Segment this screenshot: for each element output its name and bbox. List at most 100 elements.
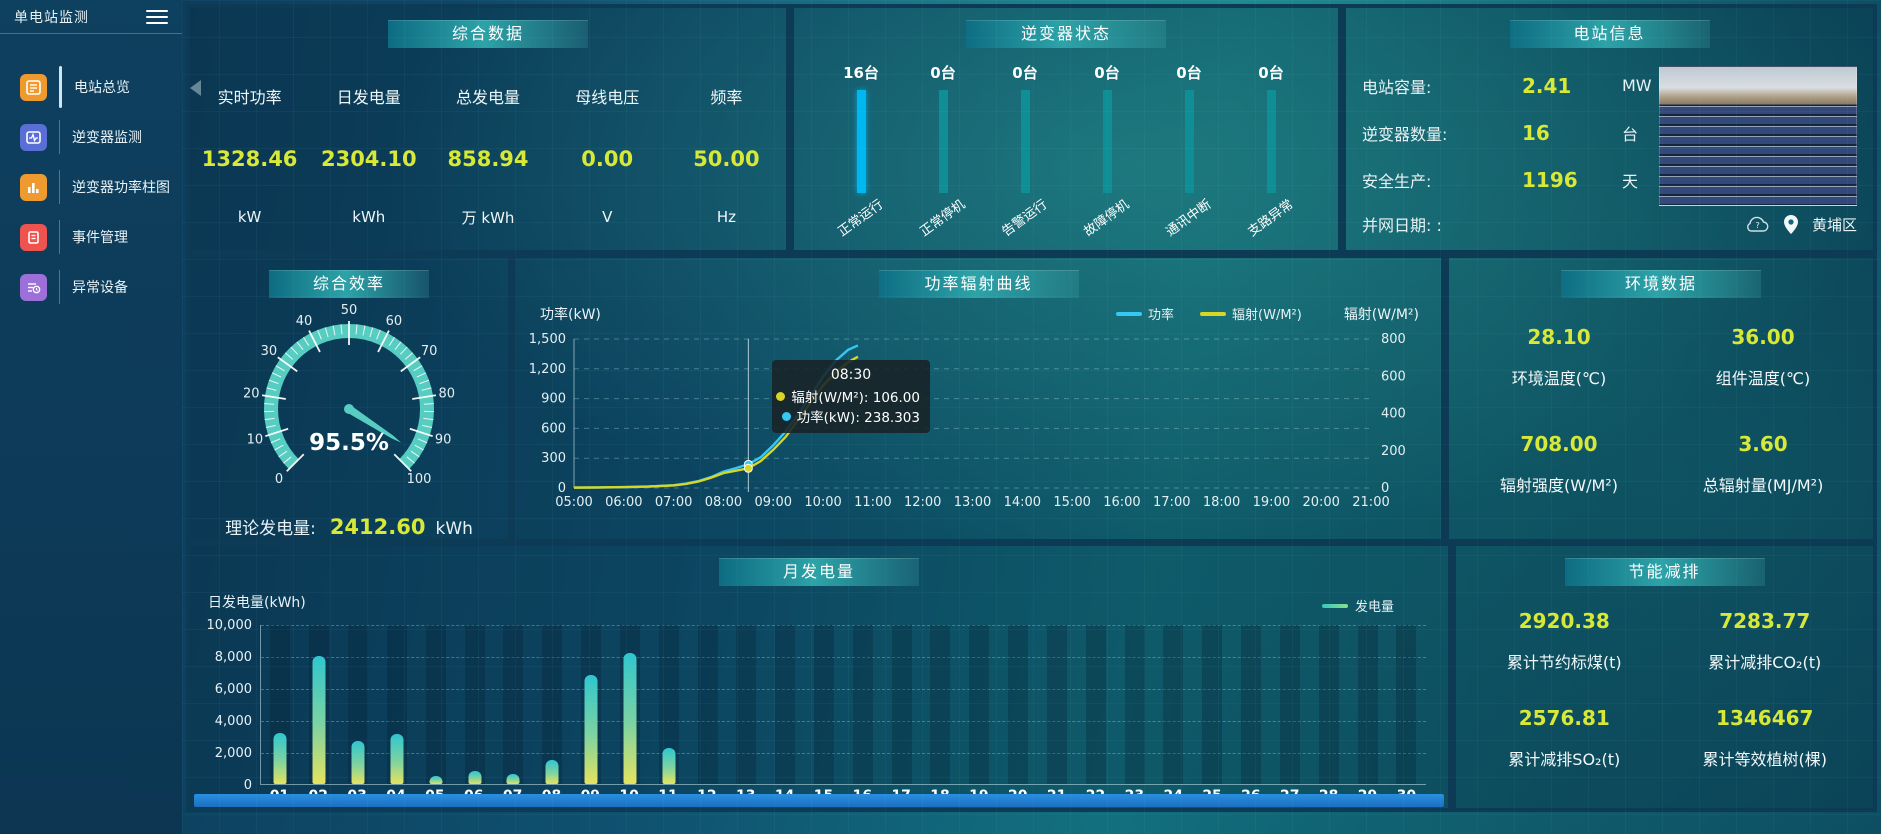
dashboard-main: 综合数据 实时功率 1328.46 kW 日发电量 2304.10 kWh 总发… <box>182 0 1881 834</box>
bar-slot[interactable] <box>533 625 572 784</box>
svg-text:40: 40 <box>296 314 313 329</box>
sidebar-item-abnormal-devices[interactable]: 异常设备 <box>0 262 182 312</box>
bar-slot[interactable] <box>999 625 1038 784</box>
status-bar <box>1266 90 1276 193</box>
bar-slot[interactable] <box>416 625 455 784</box>
notebook-icon <box>20 223 47 251</box>
panel-title: 综合数据 <box>388 20 588 48</box>
status-bar <box>856 90 866 193</box>
bar-slot[interactable] <box>1232 625 1271 784</box>
svg-text:900: 900 <box>541 392 566 407</box>
bar-slot[interactable] <box>572 625 611 784</box>
svg-text:20:00: 20:00 <box>1302 495 1339 510</box>
status-bar <box>1020 90 1030 193</box>
svg-text:300: 300 <box>541 451 566 466</box>
svg-text:12:00: 12:00 <box>904 495 941 510</box>
sidebar-item-station-overview[interactable]: 电站总览 <box>0 62 182 112</box>
panel-title: 逆变器状态 <box>966 20 1166 48</box>
bar-slot[interactable] <box>1309 625 1348 784</box>
left-axis-label: 功率(kW) <box>540 307 601 323</box>
status-bar <box>1184 90 1194 193</box>
bar-slot[interactable] <box>494 625 533 784</box>
svg-text:10: 10 <box>247 433 264 448</box>
trees-equivalent: 1346467 累计等效植树(棵) <box>1702 705 1828 769</box>
sidebar-item-label: 事件管理 <box>72 230 128 246</box>
location-pin-icon[interactable] <box>1783 214 1798 234</box>
bar-slot[interactable] <box>261 625 300 784</box>
hamburger-menu-icon[interactable] <box>146 6 168 28</box>
legend-power[interactable]: 功率 <box>1116 304 1174 323</box>
right-axis-label: 辐射(W/M²) <box>1343 307 1419 323</box>
bar-slot[interactable] <box>455 625 494 784</box>
bar-slot[interactable] <box>727 625 766 784</box>
svg-text:18:00: 18:00 <box>1203 495 1240 510</box>
daily-generation-chart[interactable] <box>260 625 1426 785</box>
svg-text:70: 70 <box>421 344 438 359</box>
weather-cloud-icon[interactable]: ? <box>1744 215 1770 233</box>
svg-text:20: 20 <box>243 387 260 402</box>
bar-slot[interactable] <box>688 625 727 784</box>
datazoom-slider[interactable] <box>194 794 1444 807</box>
svg-text:05:00: 05:00 <box>555 495 592 510</box>
bar-slot[interactable] <box>1076 625 1115 784</box>
bar-slot[interactable] <box>377 625 416 784</box>
chart-tooltip: 08:30 辐射(W/M²): 106.00 功率(kW): 238.303 <box>772 360 930 433</box>
bar-slot[interactable] <box>960 625 999 784</box>
sidebar-item-label: 逆变器功率柱图 <box>72 180 170 196</box>
bar-slot[interactable] <box>843 625 882 784</box>
svg-text:200: 200 <box>1381 444 1406 459</box>
bar-slot[interactable] <box>766 625 805 784</box>
coal-saved: 2920.38 累计节约标煤(t) <box>1506 608 1622 672</box>
sidebar-item-event-management[interactable]: 事件管理 <box>0 212 182 262</box>
bar-slot[interactable] <box>339 625 378 784</box>
bar-slot[interactable] <box>921 625 960 784</box>
legend-generation[interactable]: 发电量 <box>1321 596 1394 615</box>
bar-slot[interactable] <box>1348 625 1387 784</box>
svg-text:0: 0 <box>558 481 566 496</box>
so2-reduced: 2576.81 累计减排SO₂(t) <box>1508 705 1621 769</box>
ambient-temperature: 28.10 环境温度(℃) <box>1511 325 1607 389</box>
theoretical-generation: 理论发电量: 2412.60 kWh <box>225 515 473 539</box>
bar-slot[interactable] <box>610 625 649 784</box>
sidebar-item-inverter-monitor[interactable]: 逆变器监测 <box>0 112 182 162</box>
svg-text:17:00: 17:00 <box>1153 495 1190 510</box>
svg-text:19:00: 19:00 <box>1253 495 1290 510</box>
svg-text:1,200: 1,200 <box>529 362 566 377</box>
total-radiation: 3.60 总辐射量(MJ/M²) <box>1702 431 1824 495</box>
status-alarm-running: 0台 告警运行 <box>999 64 1051 240</box>
bar-slot[interactable] <box>1271 625 1310 784</box>
bar-slot[interactable] <box>1154 625 1193 784</box>
metric-frequency: 频率 50.00 Hz <box>693 88 760 226</box>
panel-title: 月发电量 <box>719 558 919 586</box>
bar-slot[interactable] <box>882 625 921 784</box>
bar-slot[interactable] <box>1193 625 1232 784</box>
sidebar-item-label: 异常设备 <box>72 280 128 296</box>
bar-slot[interactable] <box>1387 625 1426 784</box>
summary-metrics: 实时功率 1328.46 kW 日发电量 2304.10 kWh 总发电量 85… <box>190 66 786 242</box>
energy-saving-grid: 2920.38 累计节约标煤(t) 7283.77 累计减排CO₂(t) 2576.… <box>1456 586 1873 800</box>
svg-text:16:00: 16:00 <box>1103 495 1140 510</box>
bar-chart-icon <box>20 173 47 201</box>
legend-radiation[interactable]: 辐射(W/M²) <box>1200 304 1302 323</box>
power-dot-icon <box>781 411 791 421</box>
bar-slot[interactable] <box>300 625 339 784</box>
collapse-panel-arrow-icon[interactable] <box>190 80 201 96</box>
efficiency-gauge: 0 10 20 30 40 50 60 70 80 90 100 95.5% <box>219 303 479 508</box>
district-label[interactable]: 黄埔区 <box>1811 215 1857 234</box>
bar-slot[interactable] <box>649 625 688 784</box>
svg-text:400: 400 <box>1381 407 1406 422</box>
station-capacity-row: 电站容量: 2.41 MW <box>1362 73 1652 98</box>
station-photo <box>1659 66 1857 206</box>
panel-efficiency: 综合效率 0 10 20 30 40 50 60 70 80 90 100 95.5% 理论发电量:… <box>186 254 512 543</box>
bar-slot[interactable] <box>805 625 844 784</box>
svg-text:1,500: 1,500 <box>529 332 566 347</box>
svg-text:15:00: 15:00 <box>1053 495 1090 510</box>
bar-slot[interactable] <box>1038 625 1077 784</box>
chart-legend: 功率 辐射(W/M²) <box>1116 304 1302 323</box>
bar-slot[interactable] <box>1115 625 1154 784</box>
status-branch-abnormal: 0台 支路异常 <box>1245 64 1297 240</box>
svg-text:80: 80 <box>439 387 456 402</box>
sidebar-item-inverter-power-bars[interactable]: 逆变器功率柱图 <box>0 162 182 212</box>
bar-axis-label: 日发电量(kWh) <box>208 595 306 611</box>
